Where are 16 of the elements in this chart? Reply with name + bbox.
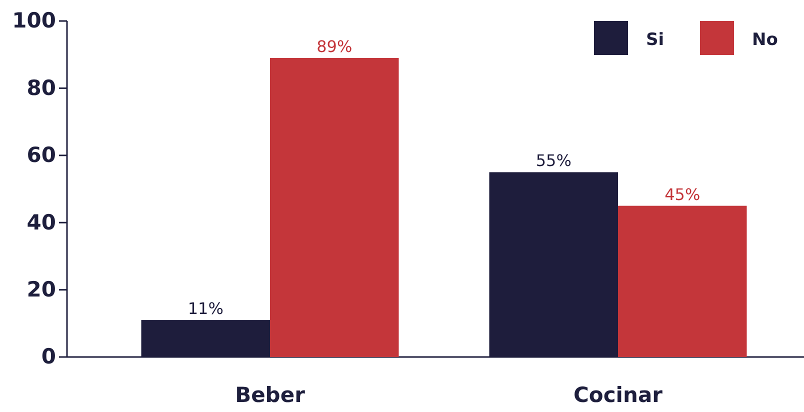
y-tick-label: 0 [41, 344, 56, 369]
y-tick-label: 20 [26, 278, 56, 302]
data-label: 45% [664, 184, 700, 204]
bar [618, 206, 747, 357]
y-tick-label: 40 [26, 210, 56, 234]
legend-label: No [752, 30, 778, 50]
data-label: 89% [316, 36, 352, 56]
data-label: 55% [536, 151, 572, 170]
x-tick-label: Cocinar [574, 382, 664, 407]
data-label: 11% [188, 299, 224, 318]
bar [270, 58, 399, 357]
legend-label: Si [646, 30, 664, 50]
y-tick-label: 100 [12, 8, 56, 33]
x-tick-label: Beber [235, 382, 306, 407]
y-tick-label: 80 [26, 76, 56, 100]
y-tick-label: 60 [26, 143, 56, 168]
